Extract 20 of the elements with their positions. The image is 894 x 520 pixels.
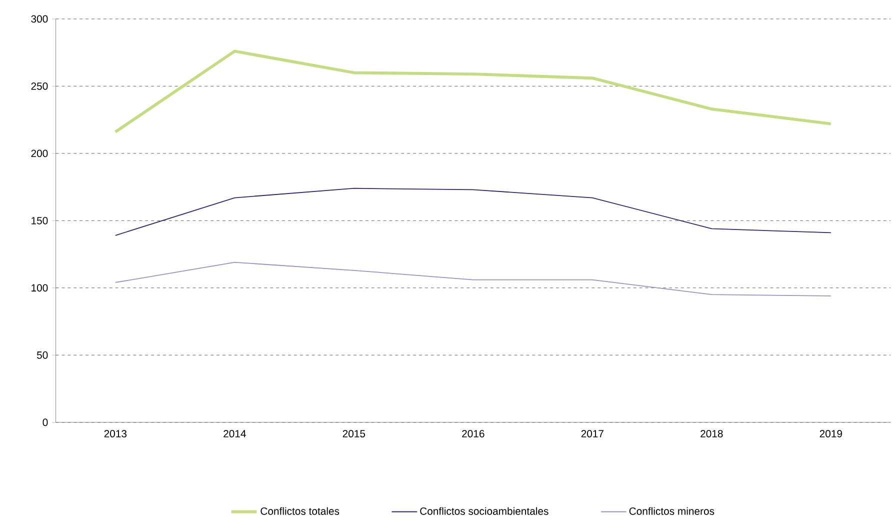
line-series [114,50,832,134]
x-tick-label: 2013 [104,430,127,438]
x-tick-label: 2019 [820,430,842,438]
y-tick-label: 150 [32,216,48,224]
y-tick-label: 100 [32,284,48,292]
y-tick-label: 50 [36,351,48,359]
y-tick-label: 200 [31,150,48,157]
line-series [114,262,832,296]
y-tick-label: 0 [42,418,48,426]
x-tick-label: 2017 [581,430,604,438]
legend-label: Conflictos socioambientales [420,507,548,515]
x-tick-label: 2016 [462,430,484,438]
legend-label: Conflictos totales [260,507,340,515]
x-tick-label: 2018 [700,430,723,438]
x-tick-label: 2014 [224,430,246,438]
line-series [114,188,832,236]
x-tick-label: 2015 [342,430,366,438]
y-tick-label: 250 [31,82,48,90]
y-tick-label: 300 [31,15,48,22]
legend-label: Conflictos mineros [629,507,714,515]
